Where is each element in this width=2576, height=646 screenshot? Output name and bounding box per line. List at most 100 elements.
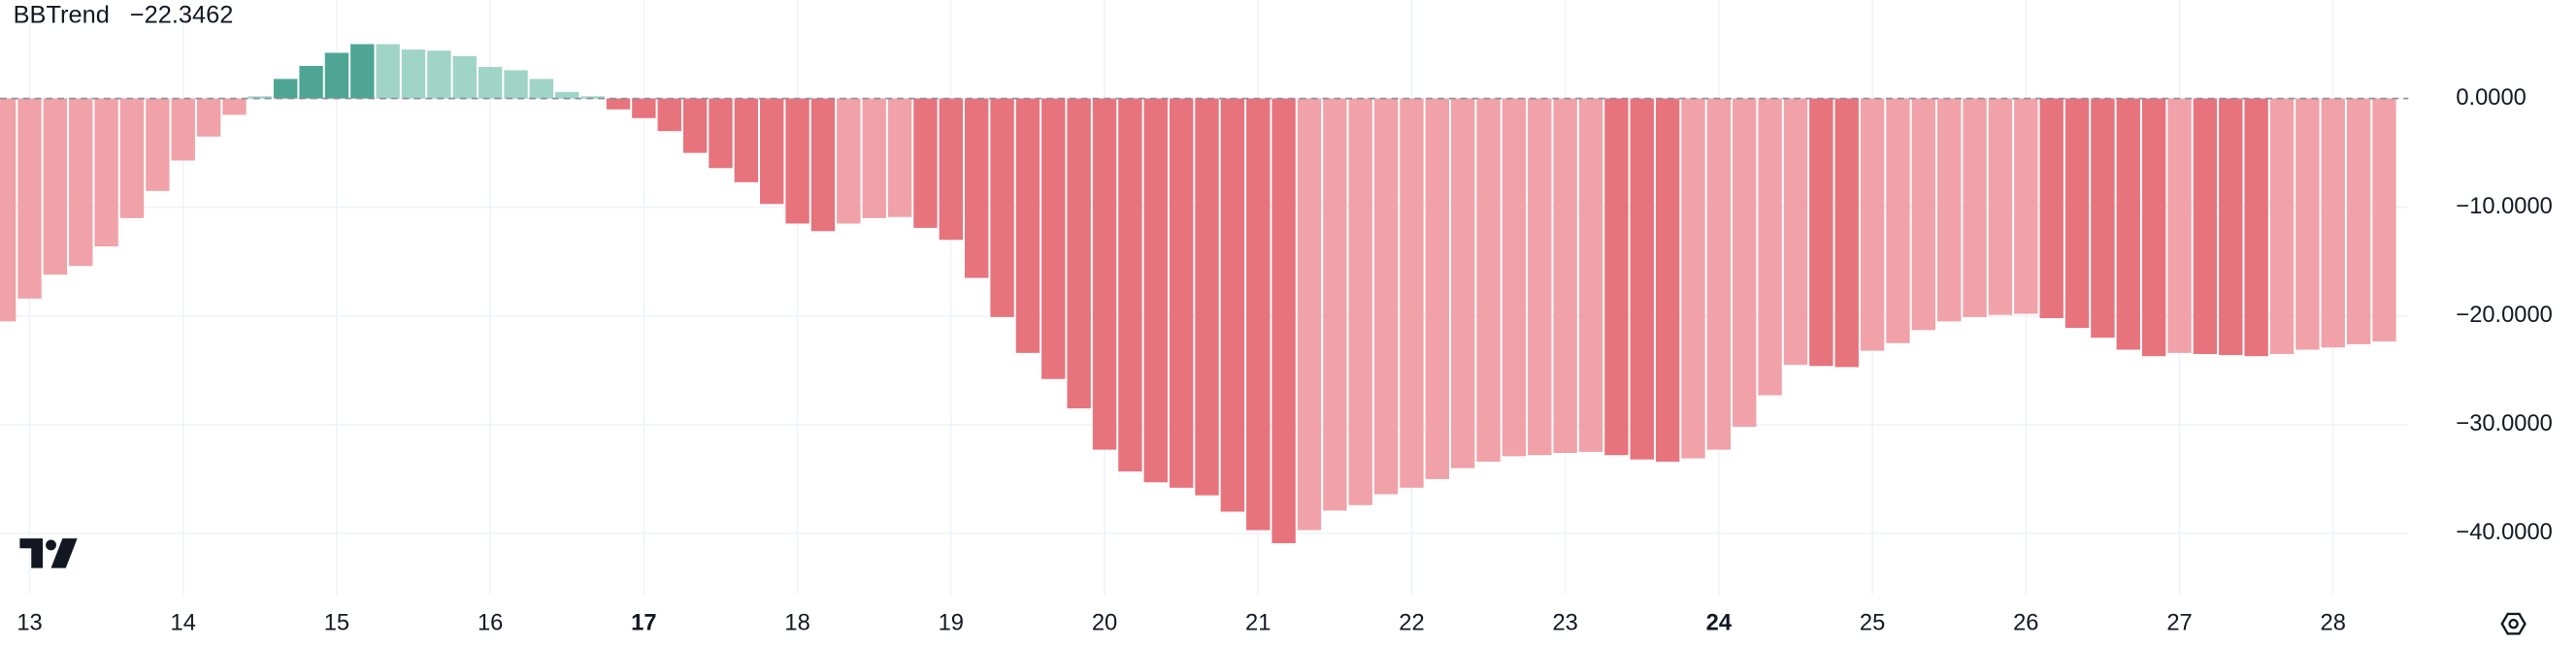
bar	[1195, 98, 1219, 496]
bar	[2295, 98, 2320, 350]
bar	[2141, 98, 2166, 357]
bar	[1323, 98, 1347, 511]
bar	[427, 50, 451, 99]
bar	[734, 98, 759, 182]
bar	[376, 44, 400, 99]
bar	[248, 96, 273, 99]
bar	[146, 98, 170, 191]
bar	[1476, 98, 1501, 462]
bar	[1937, 98, 1962, 322]
bar	[1450, 98, 1475, 468]
bar	[2321, 98, 2345, 348]
logo-part	[19, 538, 44, 568]
bar	[452, 55, 477, 99]
bar	[1655, 98, 1680, 462]
bar	[709, 98, 733, 169]
settings-icon[interactable]	[2500, 612, 2526, 635]
bar	[580, 96, 605, 99]
tradingview-logo	[19, 538, 78, 568]
bar	[1015, 98, 1040, 353]
bar	[222, 98, 247, 115]
bar	[2244, 98, 2268, 357]
bar	[632, 98, 656, 118]
bar	[887, 98, 912, 217]
bar	[606, 98, 631, 110]
bar	[760, 98, 784, 205]
bar	[964, 98, 989, 278]
bar	[43, 98, 68, 275]
bar	[555, 91, 579, 99]
bar	[1809, 98, 1833, 367]
bar	[1092, 98, 1117, 450]
bar	[810, 98, 836, 232]
bar	[2372, 98, 2396, 342]
bar	[1373, 98, 1399, 495]
bar	[1067, 98, 1091, 409]
bar	[69, 98, 93, 267]
x-tick-label: 21	[1245, 610, 1271, 635]
bar	[862, 98, 886, 218]
settings-button[interactable]	[2500, 612, 2526, 635]
bar	[2039, 98, 2064, 318]
bar	[2014, 98, 2038, 314]
bar	[504, 70, 528, 99]
bar	[17, 98, 42, 299]
x-tick-label: 17	[631, 610, 656, 635]
x-tick-label: 22	[1399, 610, 1424, 635]
bar	[350, 44, 375, 99]
bar	[94, 98, 118, 246]
bar	[2116, 98, 2140, 350]
bar	[1988, 98, 2013, 315]
bar	[2193, 98, 2218, 354]
bar	[1271, 98, 1296, 544]
bar	[1143, 98, 1168, 483]
bar	[274, 79, 298, 99]
x-tick-label: 25	[1860, 610, 1885, 635]
bar	[2269, 98, 2295, 354]
bar	[1502, 98, 1527, 457]
bar	[939, 98, 963, 241]
x-tick-label: 20	[1092, 610, 1117, 635]
bar	[1733, 98, 1757, 428]
y-tick-label: −30.0000	[2456, 411, 2552, 436]
y-tick-label: −40.0000	[2456, 520, 2552, 545]
x-tick-label: 19	[939, 610, 964, 635]
bar	[478, 67, 503, 99]
x-tick-label: 26	[2013, 610, 2038, 635]
bar	[119, 98, 145, 218]
bar	[1169, 98, 1194, 488]
y-tick-label: −20.0000	[2456, 303, 2552, 328]
bar	[1528, 98, 1552, 456]
x-tick-label: 27	[2166, 610, 2192, 635]
bar	[657, 98, 681, 132]
bar	[2064, 98, 2090, 329]
bar	[1553, 98, 1577, 453]
bars	[0, 44, 2396, 544]
bar	[1578, 98, 1603, 452]
bar	[1860, 98, 1885, 351]
bar	[990, 98, 1014, 317]
bar	[1041, 98, 1066, 379]
bar	[299, 65, 323, 99]
settings-icon[interactable]	[2508, 618, 2519, 630]
bar	[1118, 98, 1142, 472]
x-tick-label: 15	[324, 610, 349, 635]
x-tick-label: 24	[1706, 610, 1733, 635]
logo-part	[50, 538, 78, 568]
bar	[2091, 98, 2115, 339]
y-tick-label: 0.0000	[2456, 85, 2526, 111]
bar	[1630, 98, 1654, 460]
x-tick-label: 18	[784, 610, 809, 635]
bar	[1681, 98, 1705, 459]
x-tick-label: 14	[171, 610, 196, 635]
y-tick-label: −10.0000	[2456, 194, 2552, 219]
indicator-title: BBTrend	[14, 2, 110, 29]
bar	[1963, 98, 1987, 317]
logo-part	[46, 539, 56, 551]
bar	[1348, 98, 1372, 505]
bar	[913, 98, 938, 228]
bar	[1886, 98, 1910, 343]
bar	[1783, 98, 1808, 366]
